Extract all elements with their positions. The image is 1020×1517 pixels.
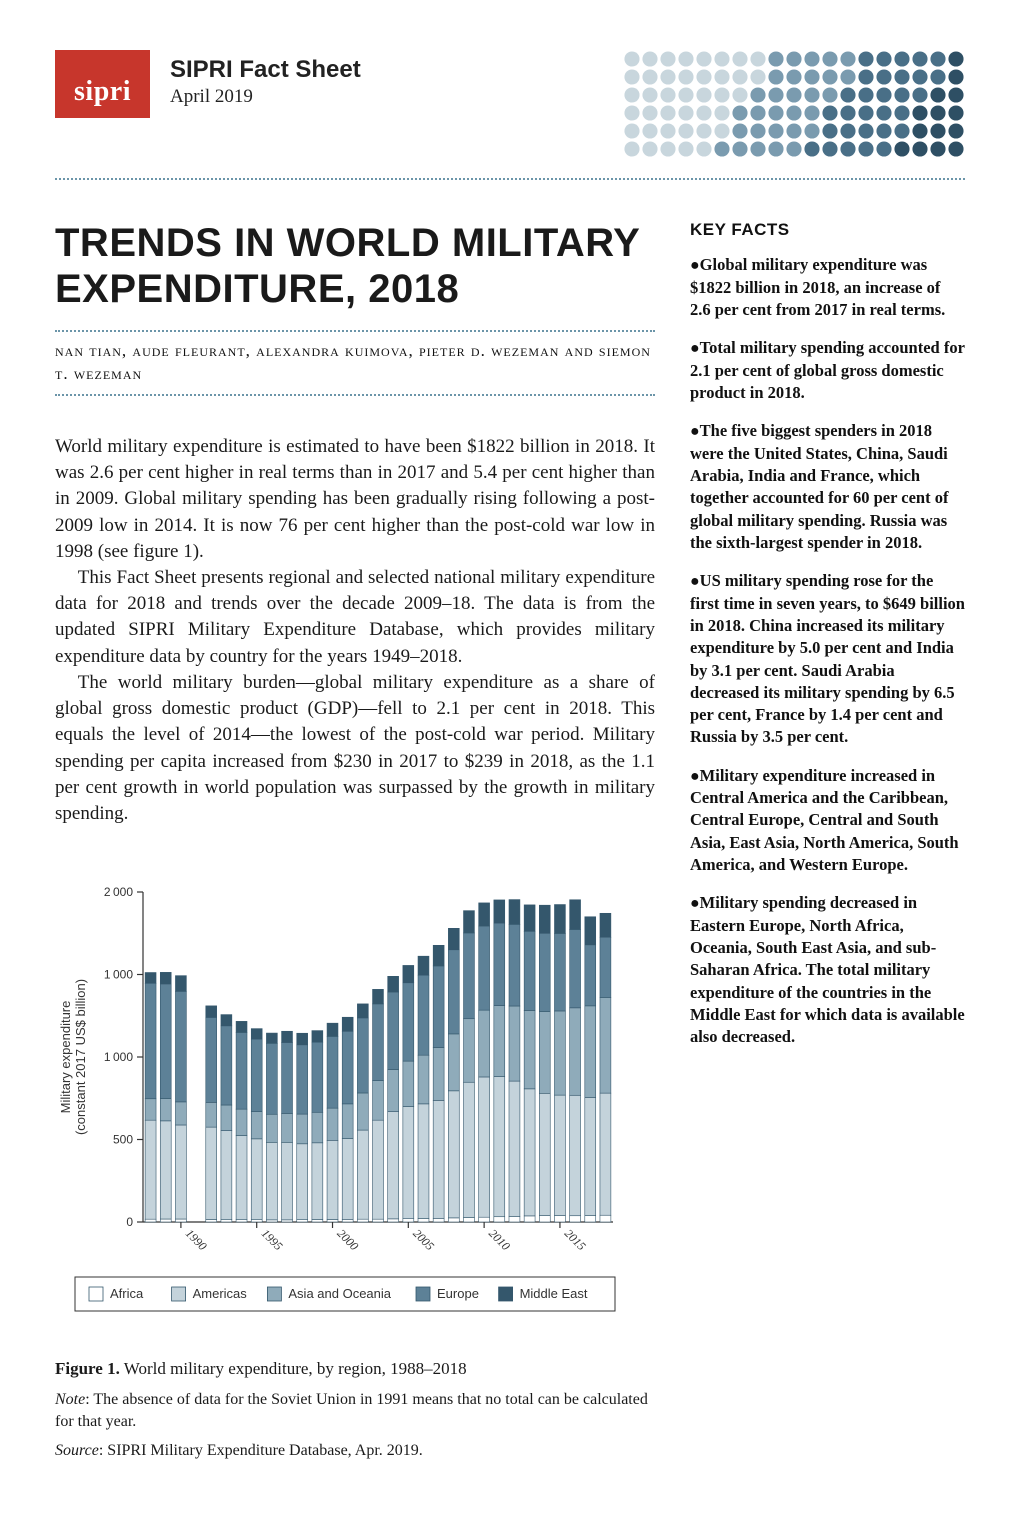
dotted-divider	[55, 178, 965, 180]
svg-text:1 000: 1 000	[104, 1050, 133, 1064]
doc-date: April 2019	[170, 86, 361, 108]
authors: nan tian, aude fleurant, alexandra kuimo…	[55, 340, 655, 386]
key-fact-item: Military expenditure increased in Centra…	[690, 765, 965, 877]
figure-source: Source: SIPRI Military Expenditure Datab…	[55, 1440, 655, 1462]
svg-text:1995: 1995	[259, 1226, 286, 1253]
figure-note: Note: The absence of data for the Soviet…	[55, 1389, 655, 1432]
two-column-layout: TRENDS IN WORLD MILITARY EXPENDITURE, 20…	[55, 220, 965, 1462]
svg-text:500: 500	[113, 1133, 133, 1147]
svg-text:0: 0	[126, 1215, 133, 1229]
body-paragraph: World military expenditure is estimated …	[55, 434, 655, 565]
key-fact-item: US military spending rose for the first …	[690, 570, 965, 748]
svg-text:2010: 2010	[486, 1226, 513, 1253]
svg-text:2005: 2005	[410, 1226, 437, 1253]
body-paragraph: The world military burden—global militar…	[55, 670, 655, 827]
svg-text:2015: 2015	[562, 1226, 589, 1253]
svg-text:Americas: Americas	[193, 1286, 248, 1301]
svg-text:Asia and Oceania: Asia and Oceania	[288, 1286, 391, 1301]
header-left: sipri SIPRI Fact Sheet April 2019	[55, 50, 361, 118]
key-facts-list: Global military expenditure was $1822 bi…	[690, 254, 965, 1048]
header-titles: SIPRI Fact Sheet April 2019	[170, 50, 361, 108]
figure-source-text: : SIPRI Military Expenditure Database, A…	[99, 1442, 423, 1459]
figure-source-label: Source	[55, 1442, 99, 1459]
svg-text:1990: 1990	[183, 1226, 210, 1253]
key-fact-item: Military spending decreased in Eastern E…	[690, 892, 965, 1048]
key-fact-item: The five biggest spenders in 2018 were t…	[690, 420, 965, 554]
svg-text:Africa: Africa	[110, 1286, 144, 1301]
figure-caption-label: Figure 1.	[55, 1359, 120, 1378]
svg-text:1 000: 1 000	[104, 968, 133, 982]
decor-dots	[623, 50, 965, 158]
key-fact-item: Total military spending accounted for 2.…	[690, 337, 965, 404]
figure-note-label: Note	[55, 1391, 85, 1408]
authors-block: nan tian, aude fleurant, alexandra kuimo…	[55, 330, 655, 396]
sipri-logo: sipri	[55, 50, 150, 118]
key-facts-heading: KEY FACTS	[690, 220, 965, 240]
key-fact-item: Global military expenditure was $1822 bi…	[690, 254, 965, 321]
figure-note-text: : The absence of data for the Soviet Uni…	[55, 1391, 648, 1430]
svg-text:2 000: 2 000	[104, 885, 133, 899]
main-column: TRENDS IN WORLD MILITARY EXPENDITURE, 20…	[55, 220, 655, 1462]
page-title: TRENDS IN WORLD MILITARY EXPENDITURE, 20…	[55, 220, 655, 312]
header: sipri SIPRI Fact Sheet April 2019	[55, 50, 965, 158]
svg-text:2000: 2000	[334, 1226, 361, 1253]
figure-1-chart: 0 500 1 000 1 000 2 000 Military expenditure(…	[55, 882, 630, 1342]
svg-text:Europe: Europe	[437, 1286, 479, 1301]
figure-caption-text: World military expenditure, by region, 1…	[120, 1359, 467, 1378]
key-facts-sidebar: KEY FACTS Global military expenditure wa…	[690, 220, 965, 1462]
svg-text:Middle East: Middle East	[520, 1286, 588, 1301]
svg-text:Military expenditure(constant: Military expenditure(constant 2017 US$ b…	[58, 979, 88, 1135]
body-text: World military expenditure is estimated …	[55, 434, 655, 827]
body-paragraph: This Fact Sheet presents regional and se…	[55, 565, 655, 670]
page-root: sipri SIPRI Fact Sheet April 2019 TRENDS…	[0, 0, 1020, 1517]
doc-type: SIPRI Fact Sheet	[170, 56, 361, 84]
figure-caption: Figure 1. World military expenditure, by…	[55, 1358, 655, 1381]
